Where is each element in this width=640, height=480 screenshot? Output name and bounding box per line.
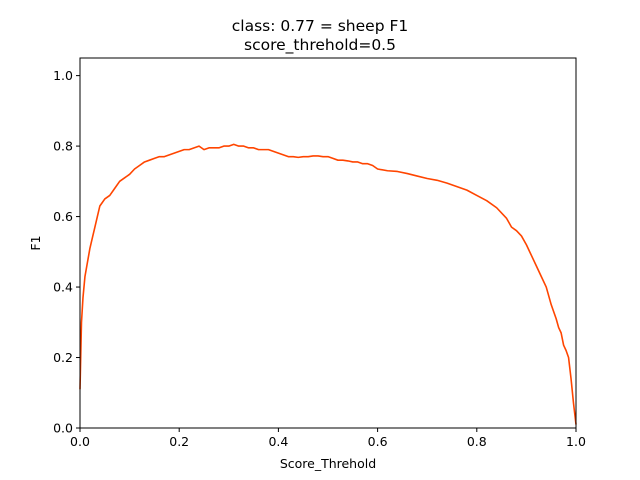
x-tick-label: 0.6 xyxy=(368,434,388,449)
y-tick-label: 0.4 xyxy=(53,280,73,295)
chart-title: class: 0.77 = sheep F1 xyxy=(232,17,409,35)
x-tick-label: 0.8 xyxy=(467,434,487,449)
y-tick-label: 1.0 xyxy=(53,68,73,83)
x-tick-label: 0.4 xyxy=(268,434,288,449)
x-tick-label: 1.0 xyxy=(566,434,586,449)
chart-subtitle: score_threhold=0.5 xyxy=(244,36,396,55)
y-tick-label: 0.8 xyxy=(53,139,73,154)
y-tick-label: 0.0 xyxy=(53,421,73,436)
plot-layer xyxy=(79,143,577,425)
f1-series-line xyxy=(79,143,577,425)
x-tick-label: 0.0 xyxy=(70,434,90,449)
y-tick-label: 0.2 xyxy=(53,350,73,365)
x-axis-ticks: 0.0 0.2 0.4 0.6 0.8 1.0 xyxy=(70,428,586,449)
y-tick-label: 0.6 xyxy=(53,209,73,224)
plot-frame xyxy=(79,57,577,429)
y-axis-ticks: 0.0 0.2 0.4 0.6 0.8 1.0 xyxy=(53,68,80,436)
y-axis-label: F1 xyxy=(28,235,43,250)
x-axis-label: Score_Threhold xyxy=(280,456,376,471)
x-tick-label: 0.2 xyxy=(169,434,189,449)
